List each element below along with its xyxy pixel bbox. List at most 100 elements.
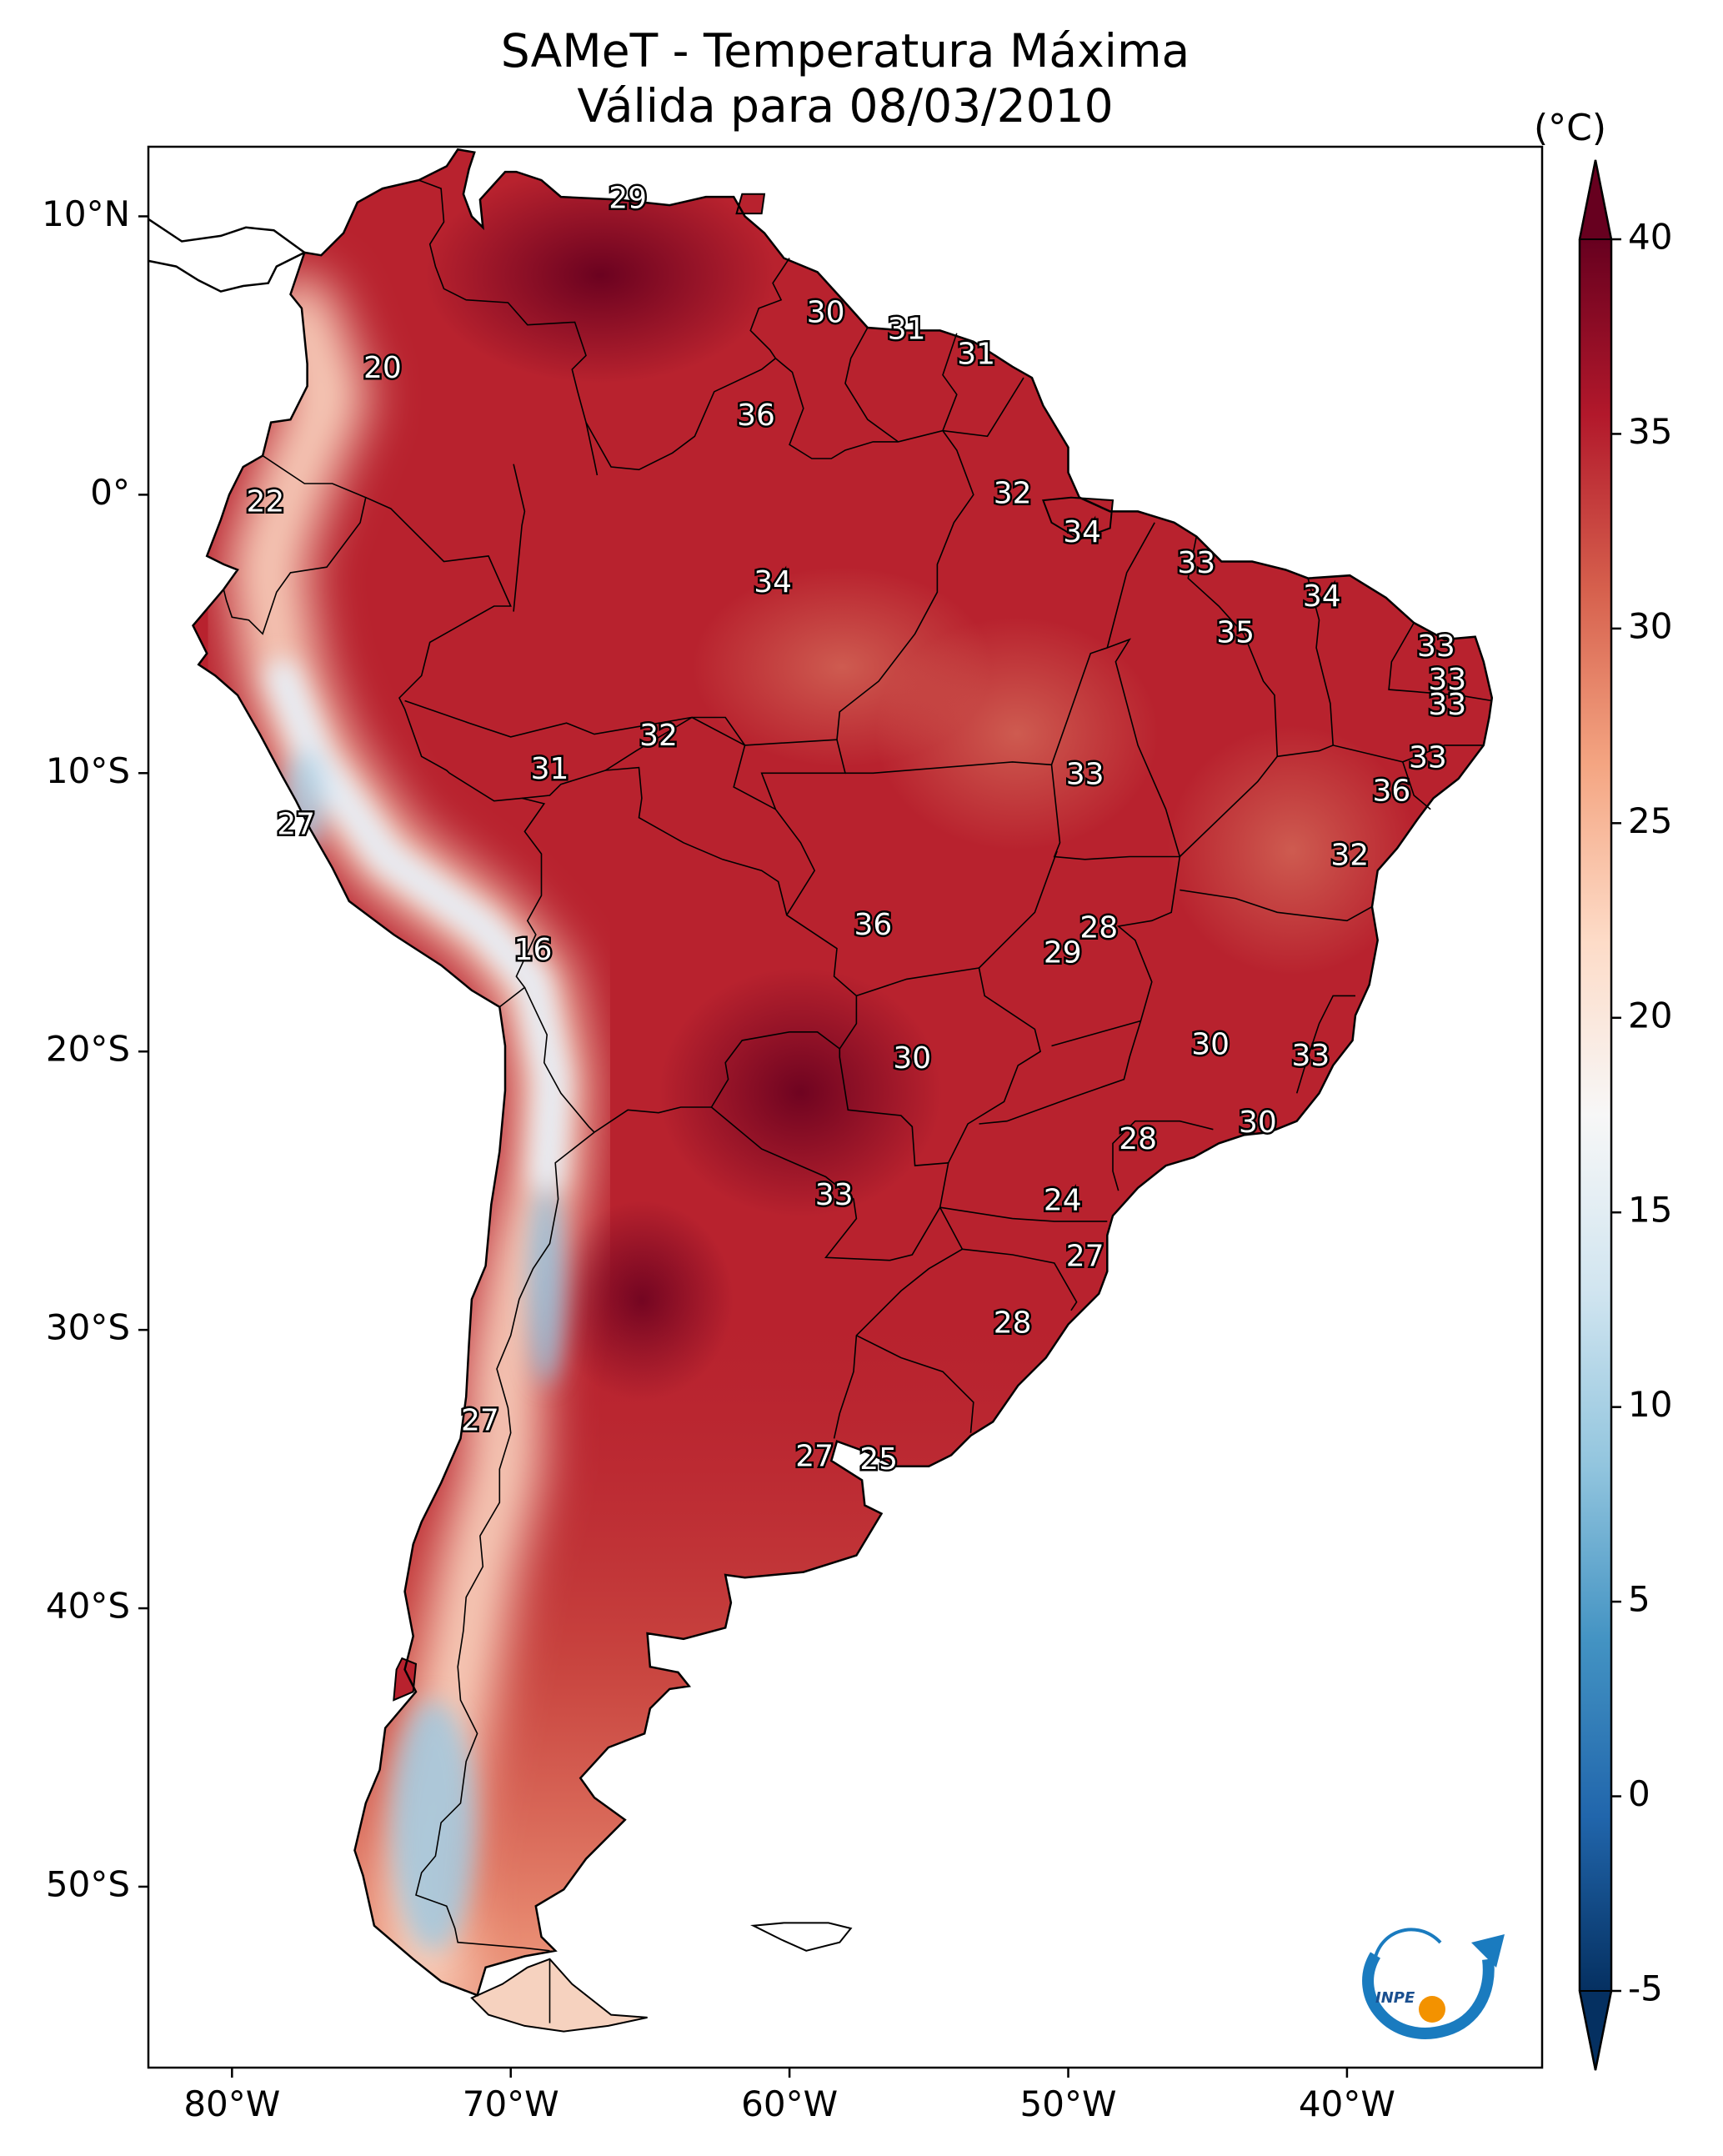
central-america-coast (148, 218, 307, 293)
lon-label: 80°W (183, 2083, 280, 2124)
colorbar-max-arrow (1578, 159, 1613, 240)
internal-border (223, 454, 367, 635)
falklands-outline (749, 1922, 853, 1952)
contour-label: 31 (531, 752, 569, 786)
contour-label: 28 (1079, 910, 1118, 945)
colorbar-scale (1580, 239, 1611, 1991)
colorbar-unit: (°C) (1534, 107, 1607, 149)
contour-label: 36 (1372, 775, 1410, 809)
internal-border (774, 358, 1024, 459)
contour-label: 33 (1291, 1039, 1330, 1073)
internal-border (1295, 995, 1355, 1094)
contour-label: 33 (1417, 629, 1455, 664)
islands (393, 193, 1114, 2033)
internal-border (604, 716, 816, 916)
contour-label: 33 (1409, 741, 1447, 775)
contour-label: 34 (1063, 515, 1101, 549)
contour-label: 36 (854, 908, 892, 942)
marajo-island (1042, 496, 1114, 540)
contour-label: 27 (1066, 1239, 1104, 1273)
internal-border (1179, 745, 1403, 858)
internal-border (833, 1206, 964, 1439)
contour-label: 32 (639, 719, 678, 753)
contour-label: 34 (754, 565, 792, 599)
internal-border (844, 327, 899, 443)
map-frame (147, 145, 1544, 2069)
contour-label: 16 (514, 933, 553, 967)
internal-border (1180, 889, 1373, 922)
map-subtitle: Válida para 08/03/2010 (577, 79, 1114, 133)
contour-label: 27 (277, 808, 315, 842)
contour-label: 33 (1428, 688, 1466, 722)
lat-label: 30°S (46, 1307, 130, 1348)
contour-label: 33 (1066, 758, 1104, 792)
internal-border (1388, 622, 1492, 702)
country-state-borders (148, 148, 1494, 2023)
contour-label: 32 (994, 476, 1032, 510)
internal-border (418, 179, 599, 476)
internal-border (979, 1020, 1142, 1125)
internal-border (585, 258, 790, 471)
internal-border (760, 740, 847, 810)
trinidad-island (735, 193, 766, 215)
land-temperature-field (193, 149, 1492, 1996)
contour-label: 29 (609, 181, 647, 215)
internal-border (1050, 647, 1108, 765)
internal-border (845, 522, 1181, 860)
contour-label: 34 (1303, 579, 1341, 614)
lon-label: 40°W (1299, 2083, 1395, 2124)
colorbar-min-arrow (1578, 1990, 1613, 2071)
contour-label: 33 (1177, 546, 1215, 580)
contour-label: 22 (246, 484, 284, 519)
lat-label: 0° (90, 472, 130, 513)
contour-label: 35 (1216, 615, 1255, 649)
colorbar-tick-label: 30 (1628, 605, 1672, 646)
contour-label: 36 (737, 399, 775, 433)
lat-label: 20°S (46, 1029, 130, 1070)
internal-border (939, 1206, 1108, 1222)
colorbar-tick-label: 35 (1628, 411, 1672, 452)
internal-border (594, 1031, 949, 1208)
contour-label: 31 (888, 312, 926, 346)
lon-label: 50°W (1020, 2083, 1117, 2124)
contour-label: 27 (795, 1440, 834, 1474)
lat-label: 10°S (46, 750, 130, 791)
colorbar-tick-label: 15 (1628, 1190, 1672, 1231)
internal-border (404, 430, 974, 746)
colorbar-tick-label: 40 (1628, 217, 1672, 258)
chiloe-island (393, 1657, 418, 1702)
lon-label: 70°W (463, 2083, 559, 2124)
colorbar-tick-label: 5 (1628, 1579, 1650, 1620)
internal-border (710, 1106, 941, 1261)
contour-label: 29 (1044, 935, 1082, 970)
contour-label: 30 (893, 1041, 931, 1075)
internal-border (1401, 745, 1484, 810)
contour-label: 24 (1044, 1184, 1082, 1218)
colorbar-tick-label: 0 (1628, 1773, 1650, 1814)
contour-label: 32 (1330, 839, 1369, 873)
internal-border (942, 333, 958, 431)
svg-text:INPE: INPE (1375, 1989, 1415, 2007)
tierra-del-fuego-island (470, 1958, 648, 2033)
contour-label: 27 (461, 1403, 499, 1437)
axis-ticks: 80°W 70°W 60°W 50°W 40°W 10°N 0° 10°S 20°S 30°S 40… (42, 193, 1395, 2124)
internal-border (856, 967, 1042, 1164)
contour-label: 33 (1428, 663, 1466, 697)
contour-label: 33 (815, 1178, 854, 1212)
internal-border (523, 987, 595, 1133)
internal-border (978, 850, 1058, 969)
internal-border (415, 1131, 595, 1952)
inpe-logo: INPE (1362, 1928, 1505, 2039)
colorbar: 40 35 30 25 20 15 10 5 0 -5 (1578, 159, 1672, 2071)
colorbar-tick-label: 10 (1628, 1384, 1672, 1425)
internal-border (962, 1248, 1078, 1311)
colorbar-tick-label: 25 (1628, 800, 1672, 841)
internal-border (1051, 856, 1181, 1047)
map-title: SAMeT - Temperatura Máxima (500, 24, 1190, 78)
contour-label: 25 (859, 1442, 898, 1477)
contour-label: 31 (957, 337, 995, 371)
contour-label: 28 (1119, 1122, 1157, 1156)
contour-label: 28 (994, 1306, 1032, 1341)
contour-label: 30 (1191, 1028, 1230, 1062)
